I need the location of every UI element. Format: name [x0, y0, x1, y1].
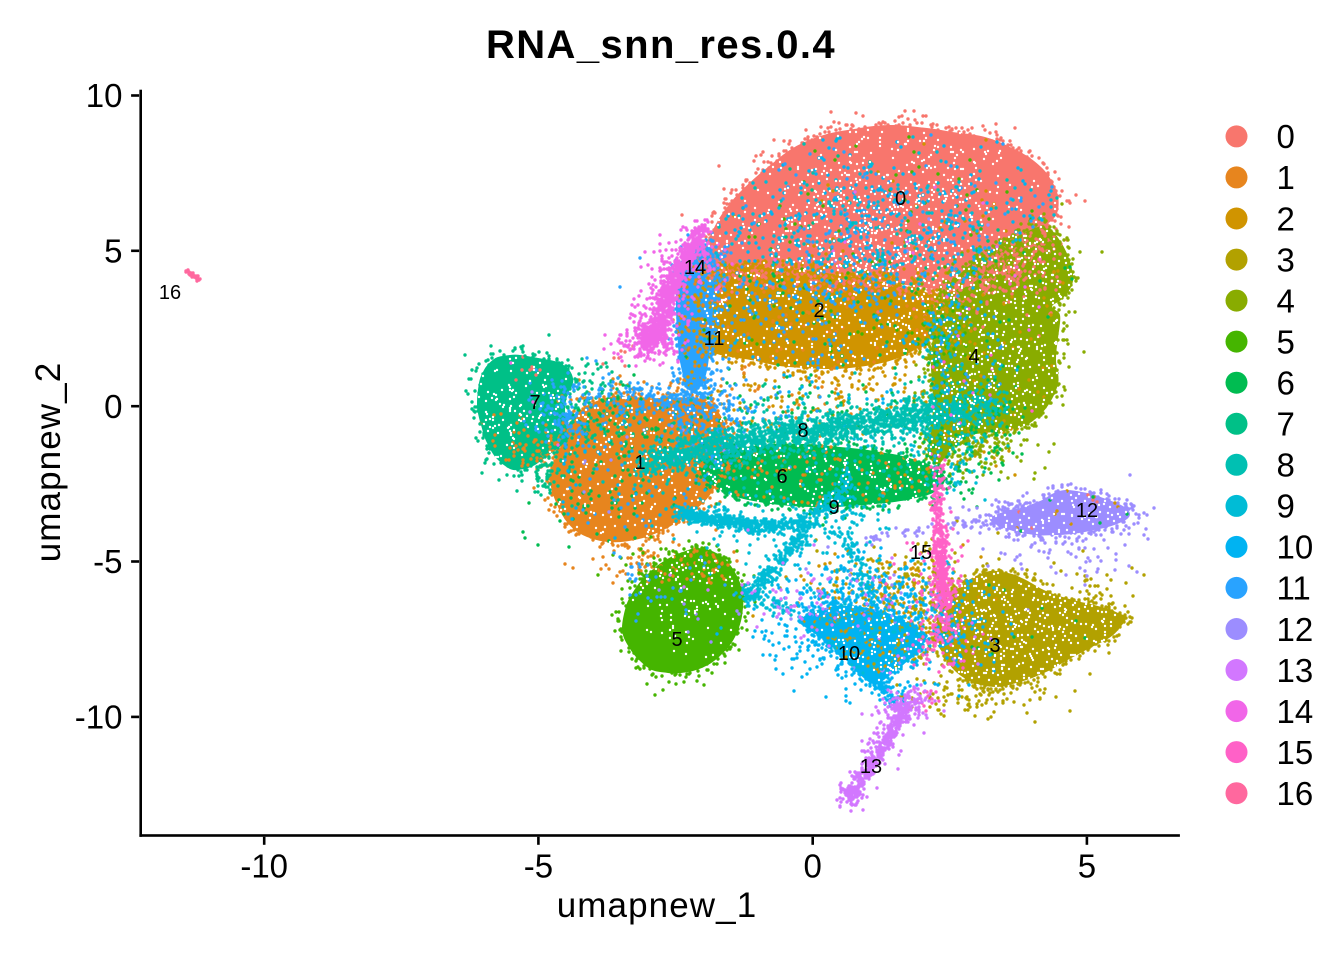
svg-text:8: 8 [1277, 447, 1295, 484]
svg-text:6: 6 [1277, 365, 1295, 402]
svg-text:16: 16 [1277, 775, 1314, 812]
svg-text:10: 10 [86, 77, 123, 114]
svg-text:9: 9 [828, 497, 839, 519]
svg-text:1: 1 [1277, 159, 1295, 196]
svg-text:11: 11 [704, 328, 725, 350]
svg-text:15: 15 [1277, 734, 1314, 771]
svg-text:9: 9 [1277, 488, 1295, 525]
svg-text:4: 4 [968, 346, 979, 368]
svg-text:umapnew_2: umapnew_2 [29, 362, 68, 563]
svg-text:1: 1 [634, 452, 645, 474]
svg-text:5: 5 [104, 233, 122, 270]
svg-text:11: 11 [1277, 570, 1311, 607]
svg-text:-10: -10 [75, 699, 123, 736]
svg-text:3: 3 [1277, 241, 1295, 278]
svg-text:14: 14 [1277, 693, 1314, 730]
svg-text:14: 14 [684, 257, 706, 279]
svg-text:5: 5 [671, 629, 682, 651]
svg-text:0: 0 [895, 188, 906, 210]
svg-text:-5: -5 [93, 543, 122, 580]
svg-text:8: 8 [797, 420, 808, 442]
svg-text:7: 7 [529, 392, 540, 414]
svg-text:3: 3 [989, 635, 1000, 657]
svg-text:5: 5 [1078, 848, 1096, 885]
svg-text:7: 7 [1277, 406, 1295, 443]
svg-text:12: 12 [1076, 500, 1098, 522]
svg-text:6: 6 [776, 466, 787, 488]
svg-text:10: 10 [838, 643, 860, 665]
svg-text:2: 2 [813, 300, 824, 322]
svg-text:2: 2 [1277, 200, 1295, 237]
svg-text:-5: -5 [524, 848, 553, 885]
svg-text:0: 0 [804, 848, 822, 885]
svg-text:10: 10 [1277, 529, 1314, 566]
svg-text:umapnew_1: umapnew_1 [557, 886, 758, 925]
svg-text:0: 0 [104, 388, 122, 425]
svg-text:13: 13 [860, 756, 882, 778]
svg-text:5: 5 [1277, 323, 1295, 360]
svg-text:0: 0 [1277, 118, 1295, 155]
svg-text:4: 4 [1277, 282, 1295, 319]
svg-text:16: 16 [159, 282, 181, 304]
svg-text:RNA_snn_res.0.4: RNA_snn_res.0.4 [486, 23, 836, 67]
svg-text:15: 15 [910, 542, 932, 564]
svg-text:13: 13 [1277, 652, 1314, 689]
svg-text:12: 12 [1277, 611, 1314, 648]
svg-text:-10: -10 [240, 848, 288, 885]
